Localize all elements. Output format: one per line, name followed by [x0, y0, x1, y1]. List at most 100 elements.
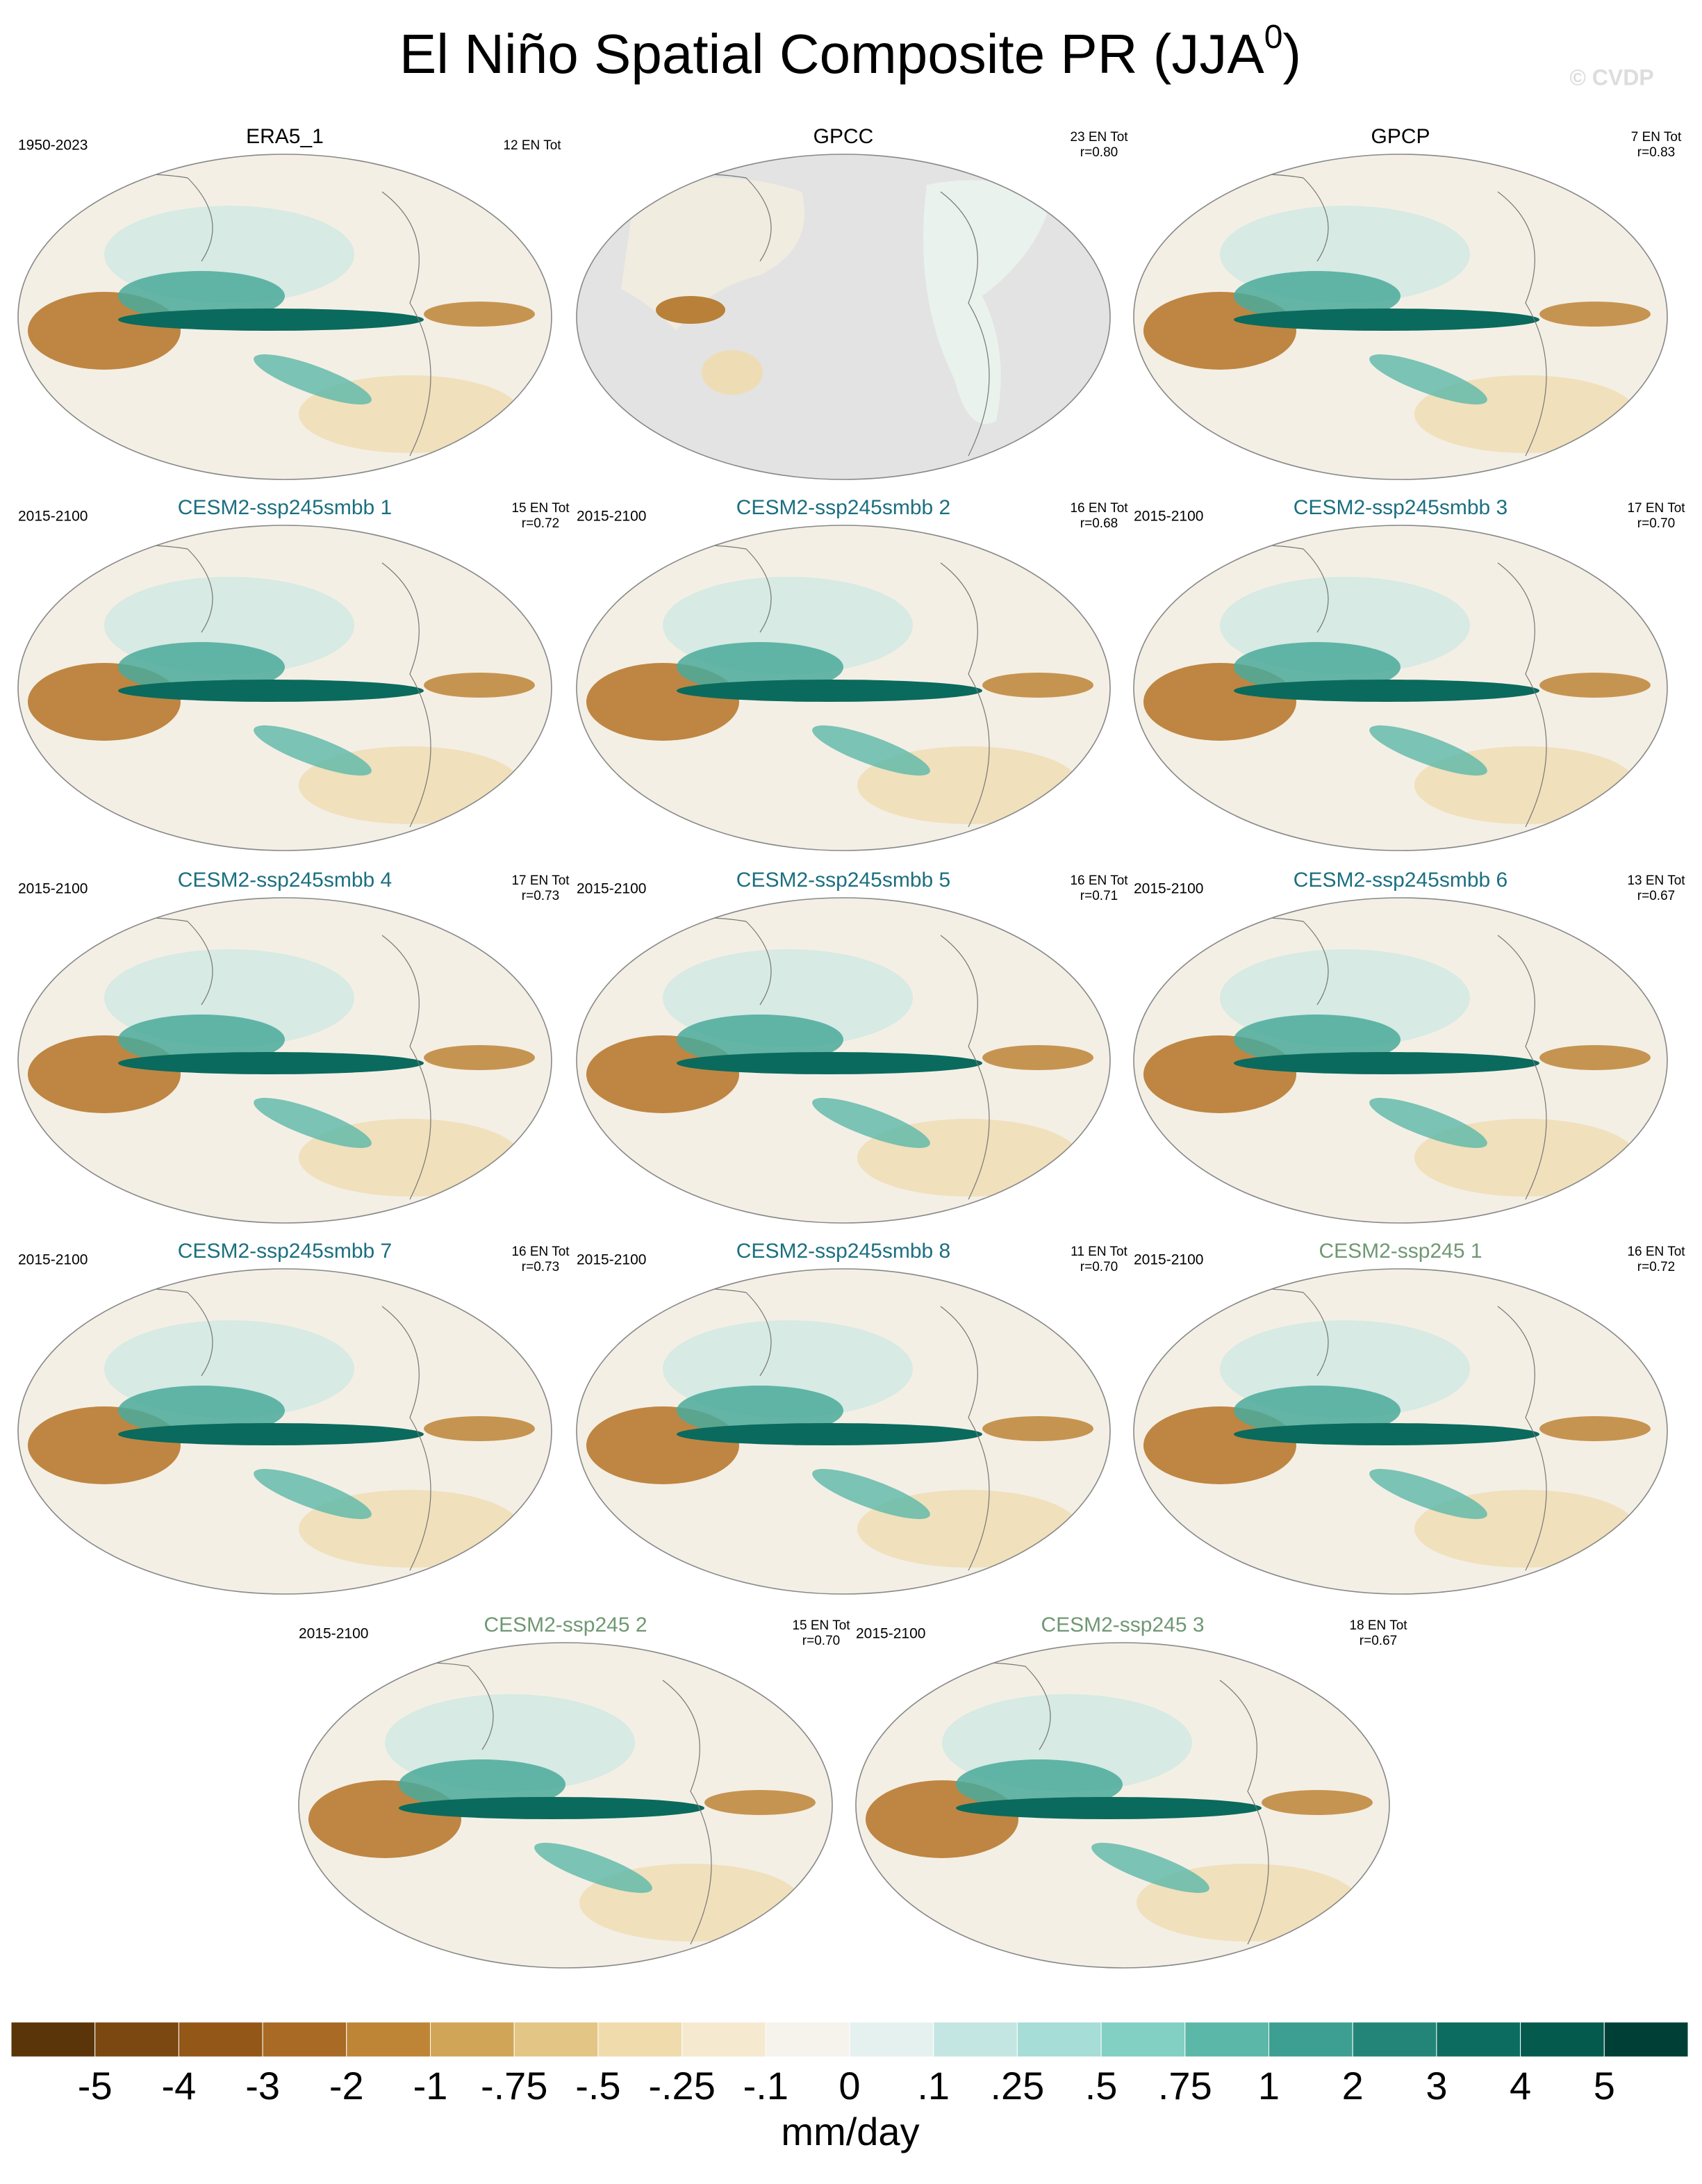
panel-corr: r=0.67: [1360, 1634, 1397, 1648]
panel-period: 2015-2100: [856, 1626, 925, 1642]
map-field: [1134, 898, 1667, 1223]
colorbar-label: -.1: [743, 2064, 788, 2108]
panel-period: 2015-2100: [1134, 1252, 1203, 1268]
map-field: [1134, 1269, 1667, 1594]
colorbar-label: -4: [162, 2064, 197, 2108]
anomaly: [254, 725, 372, 776]
colorbar-label: -1: [413, 2064, 448, 2108]
colorbar-box: [765, 2021, 850, 2058]
watermark: © CVDP: [1569, 65, 1653, 90]
anomaly: [956, 1797, 1262, 1819]
panel-period: 2015-2100: [18, 509, 88, 525]
colorbar-label: 2: [1342, 2064, 1364, 2108]
map-field: [18, 154, 552, 479]
anomaly: [424, 302, 535, 327]
colorbar-box: [346, 2021, 431, 2058]
map-field: [577, 525, 1110, 851]
panel-count: 18 EN Tot: [1349, 1618, 1407, 1633]
map-outline: [17, 897, 552, 1224]
anomaly: [1234, 1386, 1401, 1436]
anomaly: [399, 1797, 704, 1819]
anomaly: [254, 354, 372, 405]
colorbar-label: -2: [329, 2064, 364, 2108]
panel-title: CESM2-ssp245smbb 1: [178, 496, 392, 519]
panel-corr: r=0.70: [1637, 516, 1675, 531]
panel-title: CESM2-ssp245 3: [1041, 1614, 1204, 1636]
panel-period: 2015-2100: [577, 1252, 646, 1268]
map-outline: [1133, 1268, 1668, 1595]
colorbar-box: [597, 2021, 683, 2058]
colorbar-box: [1269, 2021, 1353, 2058]
anomaly: [1262, 1790, 1373, 1815]
colorbar-box: [430, 2021, 515, 2058]
colorbar-box: [1603, 2021, 1689, 2058]
anomaly: [812, 1468, 930, 1520]
colorbar-label: 0: [838, 2064, 860, 2108]
map-outline: [17, 1268, 552, 1595]
map-panel: CESM2-ssp245smbb 2 2015-2100 16 EN Totr=0.…: [576, 496, 1128, 851]
land: [702, 350, 763, 395]
map-field: [1134, 525, 1667, 851]
map-panel: CESM2-ssp245smbb 6 2015-2100 13 EN Totr=0.…: [1133, 869, 1685, 1224]
panel-title: CESM2-ssp245smbb 8: [736, 1240, 950, 1263]
panel-corr: r=0.73: [522, 1260, 559, 1274]
map-panel: CESM2-ssp245smbb 5 2015-2100 16 EN Totr=0.…: [576, 869, 1128, 1224]
panel-title: ERA5_1: [246, 125, 324, 148]
colorbar-box: [681, 2021, 766, 2058]
anomaly: [1234, 309, 1539, 331]
map-field: [577, 898, 1110, 1223]
anomaly: [1234, 1015, 1401, 1065]
map-outline: [17, 154, 552, 480]
colorbar-box: [1436, 2021, 1521, 2058]
anomaly: [677, 680, 982, 702]
anomaly: [118, 309, 424, 331]
map-panel: CESM2-ssp245smbb 8 2015-2100 11 EN Totr=0.…: [576, 1240, 1128, 1595]
panel-count: 16 EN Tot: [1070, 873, 1128, 888]
colorbar-box: [94, 2021, 179, 2058]
panel-corr: r=0.71: [1080, 889, 1118, 903]
anomaly: [677, 1052, 982, 1074]
map-outline: [1133, 897, 1668, 1224]
colorbar-label: 5: [1594, 2064, 1615, 2108]
panel-title: CESM2-ssp245smbb 5: [736, 869, 950, 892]
map-panel: CESM2-ssp245smbb 3 2015-2100 17 EN Totr=0.…: [1133, 496, 1685, 851]
panel-corr: r=0.73: [522, 889, 559, 903]
panel-count: 16 EN Tot: [511, 1245, 570, 1259]
anomaly: [677, 1386, 843, 1436]
map-field: [577, 1269, 1110, 1594]
anomaly: [118, 1015, 285, 1065]
anomaly: [1539, 1045, 1651, 1070]
panel-title: CESM2-ssp245smbb 4: [178, 869, 392, 892]
anomaly: [534, 1842, 652, 1894]
land: [656, 296, 725, 324]
panel-period: 2015-2100: [18, 1252, 88, 1268]
panel-period: 2015-2100: [1134, 881, 1203, 897]
panel-title: CESM2-ssp245 2: [484, 1614, 647, 1636]
anomaly: [1234, 1423, 1539, 1445]
panel-corr: r=0.67: [1637, 889, 1675, 903]
anomaly: [982, 1416, 1093, 1441]
land: [621, 178, 804, 331]
colorbar-label: .1: [917, 2064, 950, 2108]
map-outline: [576, 525, 1111, 851]
anomaly: [118, 642, 285, 692]
colorbar-box: [933, 2021, 1018, 2058]
panel-title: CESM2-ssp245smbb 7: [178, 1240, 392, 1263]
colorbar-box: [10, 2021, 96, 2058]
panel-period: 2015-2100: [577, 509, 646, 525]
colorbar-box: [1352, 2021, 1437, 2058]
anomaly: [677, 1423, 982, 1445]
panel-title: GPCC: [813, 125, 874, 148]
panel-title: GPCP: [1371, 125, 1430, 148]
anomaly: [956, 1759, 1123, 1809]
anomaly: [424, 1045, 535, 1070]
map-field: [577, 154, 1110, 479]
map-outline: [576, 154, 1111, 480]
map-field: [299, 1643, 832, 1968]
panel-period: 1950-2023: [18, 138, 88, 154]
map-field: [18, 525, 552, 851]
